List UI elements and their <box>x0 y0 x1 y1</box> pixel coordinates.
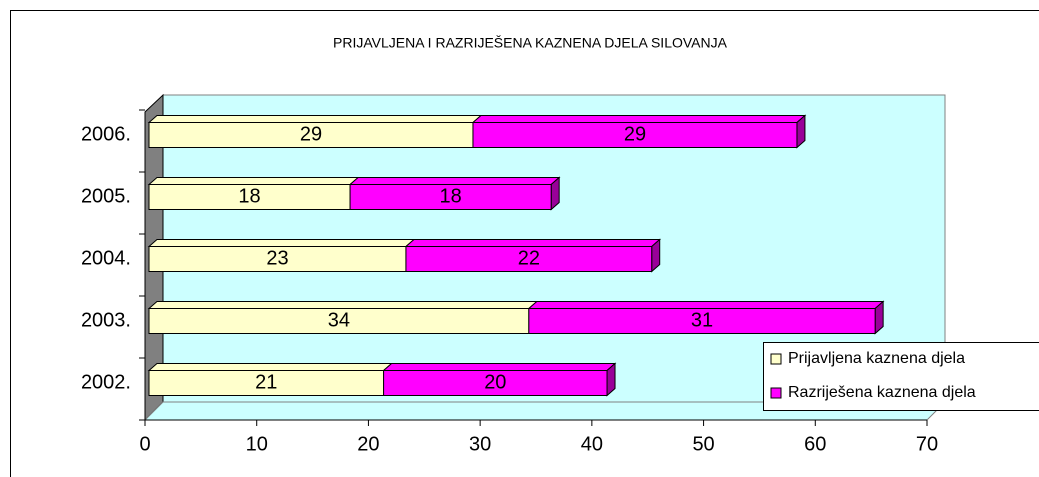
bar <box>148 370 385 396</box>
y-tick-label: 2006. <box>81 123 131 145</box>
x-tick-label: 40 <box>581 433 603 455</box>
legend-swatch <box>770 387 782 399</box>
bar-top <box>527 301 885 309</box>
bar-top <box>471 115 807 123</box>
bar-top <box>348 177 561 185</box>
chart-title: PRIJAVLJENA I RAZRIJEŠENA KAZNENA DJELA … <box>333 35 728 51</box>
x-tick-label: 60 <box>804 433 826 455</box>
bar-top <box>382 363 617 371</box>
bar-top <box>147 363 393 371</box>
data-label: 34 <box>328 309 350 331</box>
bar-top <box>147 239 416 247</box>
y-tick-label: 2002. <box>81 371 131 393</box>
y-tick-label: 2003. <box>81 309 131 331</box>
bar <box>148 308 530 334</box>
bar <box>472 122 798 148</box>
x-tick-label: 20 <box>357 433 379 455</box>
legend <box>763 342 1039 411</box>
x-tick-label: 70 <box>916 433 938 455</box>
x-tick-label: 10 <box>246 433 268 455</box>
bar <box>148 122 474 148</box>
bar-top <box>147 115 483 123</box>
data-label: 18 <box>440 185 462 207</box>
bar-top <box>147 177 360 185</box>
data-label: 29 <box>624 123 646 145</box>
legend-label: Prijavljena kaznena djela <box>788 350 965 367</box>
data-label: 18 <box>238 185 260 207</box>
data-label: 29 <box>300 123 322 145</box>
data-label: 31 <box>691 309 713 331</box>
legend-label: Razriješena kaznena djela <box>788 384 976 401</box>
bar <box>528 308 876 334</box>
x-tick-label: 30 <box>469 433 491 455</box>
data-label: 20 <box>484 371 506 393</box>
bar-top <box>404 239 662 247</box>
bar <box>405 246 653 272</box>
bar <box>383 370 608 396</box>
data-label: 23 <box>266 247 288 269</box>
bar <box>148 246 407 272</box>
bar-top <box>147 301 539 309</box>
legend-swatch <box>770 353 782 365</box>
bar <box>349 184 552 210</box>
data-label: 22 <box>518 247 540 269</box>
bar <box>148 184 351 210</box>
y-tick-label: 2004. <box>81 247 131 269</box>
y-tick-label: 2005. <box>81 185 131 207</box>
x-tick-label: 0 <box>139 433 150 455</box>
data-label: 21 <box>255 371 277 393</box>
x-tick-label: 50 <box>692 433 714 455</box>
